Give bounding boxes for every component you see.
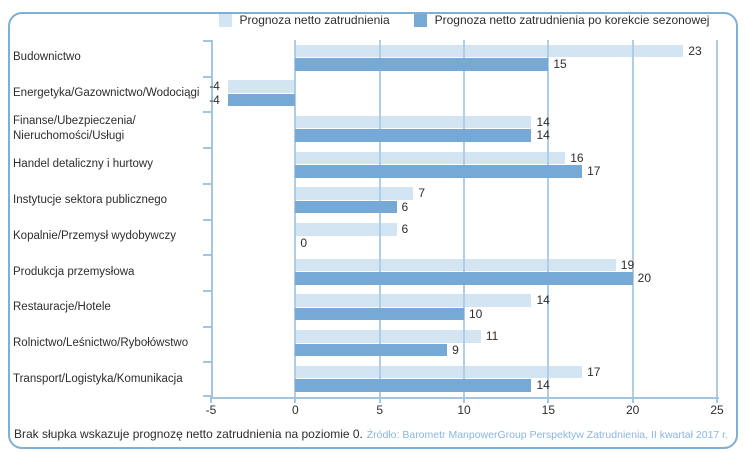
x-axis-tick-label: 15 (541, 403, 556, 417)
bar-forecast (295, 187, 414, 200)
bar-value-label: 19 (620, 257, 635, 272)
bar-seasonal (295, 272, 633, 285)
bar-seasonal (295, 307, 464, 321)
y-axis-tick (203, 40, 211, 42)
x-axis-tick-label: 25 (710, 403, 724, 417)
x-axis-tick (378, 397, 381, 403)
y-axis-tick (203, 147, 211, 150)
bar-seasonal (295, 165, 583, 178)
bar-forecast (227, 80, 296, 93)
bar-forecast (295, 151, 566, 165)
y-axis-tick (203, 75, 211, 78)
gridline-x-5 (378, 40, 381, 397)
bar-forecast (295, 44, 684, 57)
bar-value-label: 14 (536, 378, 550, 393)
bar-value-label: 7 (418, 186, 426, 201)
bar-value-label: 14 (536, 114, 550, 129)
bar-value-label: 11 (485, 329, 499, 344)
y-axis-tick (203, 395, 211, 397)
bar-forecast (295, 223, 397, 236)
y-axis-tick (203, 289, 211, 292)
x-axis-tick-label: -5 (205, 403, 217, 417)
gridline-x-25 (716, 40, 718, 397)
x-axis-tick-label: 5 (376, 403, 383, 417)
bar-value-label: 17 (587, 164, 601, 179)
bar-seasonal (295, 129, 532, 142)
x-axis-tick-label: 0 (291, 403, 299, 417)
bar-value-label: 9 (452, 342, 459, 357)
footer-note: Brak słupka wskazuje prognozę netto zatr… (14, 427, 363, 441)
bar-seasonal (295, 343, 448, 357)
bar-value-label: 10 (469, 306, 483, 321)
category-label: Budownictwo (13, 51, 81, 64)
category-label: Transport/Logistyka/Komunikacja (13, 372, 183, 385)
gridline-x-15 (547, 40, 550, 397)
y-axis-tick (203, 111, 211, 114)
bar-value-label: 17 (587, 364, 601, 379)
x-axis-tick (716, 397, 718, 403)
bar-seasonal (227, 93, 296, 107)
category-label: Kopalnie/Przemysł wydobywczy (13, 229, 176, 242)
bar-seasonal (295, 58, 549, 71)
x-axis-tick (294, 397, 297, 403)
plot-area: 23 -4 14 16 7 6 19 14 11 17 15 -4 14 17 6 0 20 10 9 14 (203, 40, 719, 403)
bar-value-label: 16 (570, 150, 584, 165)
bar-value-label: 15 (553, 57, 567, 71)
legend-swatch-dark-icon (413, 13, 427, 27)
bar-seasonal (295, 379, 532, 392)
bar-forecast (295, 365, 583, 379)
category-label: Produkcja przemysłowa (13, 265, 135, 278)
legend-label: Prognoza netto zatrudnienia po korekcie … (434, 13, 710, 27)
x-axis-tick (210, 397, 212, 403)
category-label: Handel detaliczny i hurtowy (13, 158, 153, 171)
gridline-x-10 (463, 40, 465, 397)
gridline-x-20 (631, 40, 634, 397)
category-label: Rolnictwo/Leśnictwo/Rybołówstwo (13, 336, 189, 349)
y-axis-tick (203, 325, 211, 328)
x-axis-tick-label: 10 (457, 403, 471, 417)
bar-value-label: 20 (637, 271, 652, 286)
bar-forecast (295, 258, 616, 272)
y-axis-line (211, 40, 213, 397)
bar-value-label: 6 (401, 222, 409, 236)
x-axis-tick (631, 397, 634, 403)
bar-forecast (295, 330, 481, 343)
legend-item-forecast: Prognoza netto zatrudnienia (218, 13, 390, 27)
x-axis-line (211, 397, 719, 399)
bar-seasonal (295, 200, 397, 214)
x-axis-tick (547, 397, 550, 403)
category-label: Energetyka/Gazownictwo/Wodociągi (13, 87, 200, 100)
gridline-x-0 (294, 40, 297, 397)
bar-value-label: 6 (401, 199, 409, 214)
legend-item-seasonal: Prognoza netto zatrudnienia po korekcie … (413, 13, 710, 27)
x-axis-tick-label: 20 (625, 403, 640, 417)
y-axis-tick (203, 254, 211, 257)
bar-forecast (295, 115, 532, 129)
legend: Prognoza netto zatrudnienia Prognoza net… (211, 11, 717, 29)
bar-value-label: 14 (536, 128, 550, 143)
category-label: Finanse/Ubezpieczenia/ Nieruchomości/Usł… (13, 115, 136, 143)
bar-value-label: 0 (300, 235, 308, 250)
category-label: Instytucje sektora publicznego (13, 194, 168, 207)
y-axis-tick (203, 182, 211, 185)
bar-forecast (295, 294, 532, 307)
bar-value-label: 14 (536, 293, 550, 308)
category-label: Restauracje/Hotele (13, 301, 111, 314)
legend-swatch-light-icon (218, 13, 232, 27)
bar-value-label: -4 (209, 92, 220, 107)
legend-label: Prognoza netto zatrudnienia (239, 13, 390, 27)
y-axis-tick (203, 218, 211, 221)
footer-source: Źródło: Barometr ManpowerGroup Perspekty… (366, 429, 728, 441)
bar-value-label: 23 (688, 43, 702, 58)
x-axis-tick (463, 397, 465, 403)
bar-value-label: -4 (209, 79, 220, 94)
y-axis-tick (203, 361, 211, 364)
